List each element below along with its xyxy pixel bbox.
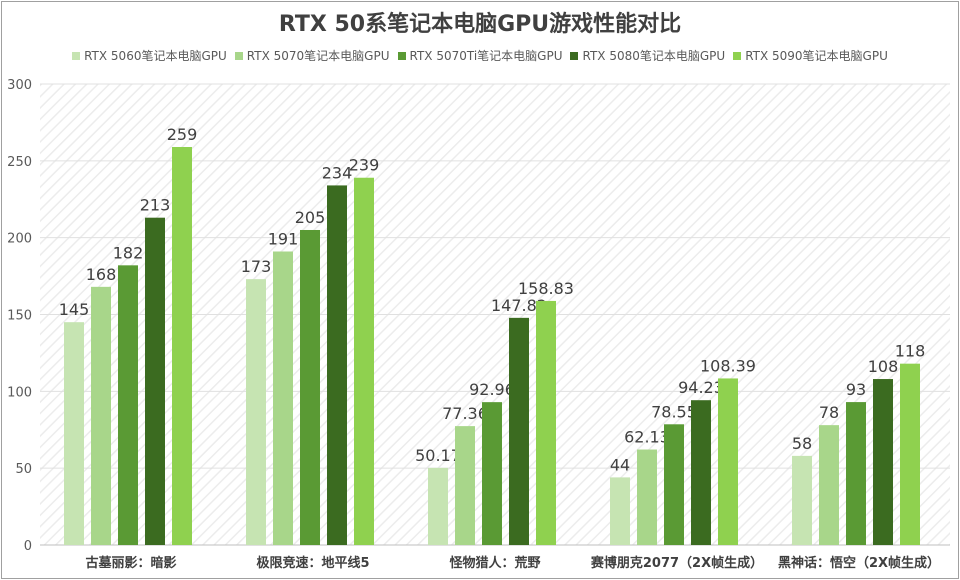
data-label: 58 — [792, 434, 812, 453]
y-tick-label: 300 — [7, 78, 32, 93]
bar — [610, 477, 630, 545]
data-label: 77.36 — [442, 404, 488, 423]
data-label: 108.39 — [700, 356, 756, 375]
legend-item: RTX 5070笔记本电脑GPU — [234, 47, 390, 64]
x-tick-label: 古墓丽影：暗影 — [85, 555, 176, 571]
bar — [691, 400, 711, 545]
y-tick-label: 200 — [7, 232, 32, 247]
data-label: 50.17 — [415, 446, 461, 465]
legend-label: RTX 5070Ti笔记本电脑GPU — [409, 49, 563, 63]
legend-item: RTX 5060笔记本电脑GPU — [72, 47, 227, 64]
bar — [300, 229, 320, 545]
legend-item: RTX 5090笔记本电脑GPU — [733, 47, 888, 64]
data-label: 147.82 — [491, 296, 547, 315]
data-label: 92.96 — [469, 380, 515, 399]
bar — [145, 217, 165, 545]
legend-item: RTX 5070Ti笔记本电脑GPU — [397, 47, 563, 64]
data-label: 234 — [322, 163, 353, 182]
bar — [327, 185, 347, 546]
y-tick-label: 50 — [15, 462, 32, 477]
x-tick-label: 极限竞速：地平线5 — [256, 555, 369, 571]
legend-swatch — [570, 51, 579, 60]
data-label: 62.13 — [624, 428, 670, 447]
data-label: 168 — [86, 265, 117, 284]
legend-item: RTX 5080笔记本电脑GPU — [570, 47, 725, 64]
legend-swatch — [733, 51, 742, 60]
bar — [455, 426, 475, 545]
bar — [792, 455, 812, 545]
bar — [664, 424, 684, 545]
data-label: 191 — [268, 229, 299, 248]
data-label: 182 — [113, 243, 144, 262]
bar — [509, 317, 529, 545]
bar — [900, 363, 920, 545]
data-label: 94.23 — [678, 378, 724, 397]
bar — [91, 286, 111, 545]
bar — [718, 378, 738, 545]
bar — [536, 300, 556, 545]
data-label: 93 — [846, 380, 866, 399]
data-label: 173 — [241, 257, 272, 276]
data-label: 205 — [295, 208, 326, 227]
data-label: 78.55 — [651, 402, 697, 421]
bar — [482, 402, 502, 545]
x-tick-label: 赛博朋克2077（2X帧生成） — [590, 555, 763, 571]
data-label: 158.83 — [518, 279, 574, 298]
bar — [354, 177, 374, 545]
data-label: 108 — [868, 357, 899, 376]
bar — [172, 147, 192, 545]
data-label: 145 — [59, 300, 90, 319]
bar — [118, 265, 138, 545]
x-tick-label: 黑神话：悟空（2X帧生成） — [778, 555, 940, 571]
legend-label: RTX 5090笔记本电脑GPU — [745, 49, 888, 63]
y-tick-label: 250 — [7, 155, 32, 170]
bar — [873, 379, 893, 545]
y-tick-label: 100 — [7, 385, 32, 400]
chart-title: RTX 50系笔记本电脑GPU游戏性能对比 — [278, 12, 682, 37]
data-label: 78 — [819, 403, 839, 422]
legend-swatch — [72, 51, 81, 60]
bar — [246, 279, 266, 545]
y-tick-label: 150 — [7, 309, 32, 324]
data-label: 118 — [895, 342, 926, 361]
bar — [428, 467, 448, 545]
bar — [846, 402, 866, 545]
legend-swatch — [234, 51, 243, 60]
y-tick-label: 0 — [24, 539, 32, 554]
data-label: 44 — [610, 455, 630, 474]
data-label: 259 — [167, 125, 198, 144]
data-label: 213 — [140, 196, 171, 215]
legend-label: RTX 5070笔记本电脑GPU — [246, 49, 390, 63]
x-tick-label: 怪物猎人：荒野 — [449, 555, 540, 571]
legend-swatch — [397, 51, 406, 60]
legend-label: RTX 5060笔记本电脑GPU — [84, 49, 227, 63]
data-label: 239 — [349, 156, 380, 175]
bar — [273, 251, 293, 545]
bar — [819, 425, 839, 545]
legend-label: RTX 5080笔记本电脑GPU — [582, 49, 726, 63]
legend: RTX 5060笔记本电脑GPU RTX 5070笔记本电脑GPU RTX 5070… — [0, 47, 960, 64]
bar — [637, 449, 657, 545]
bar — [64, 322, 84, 545]
